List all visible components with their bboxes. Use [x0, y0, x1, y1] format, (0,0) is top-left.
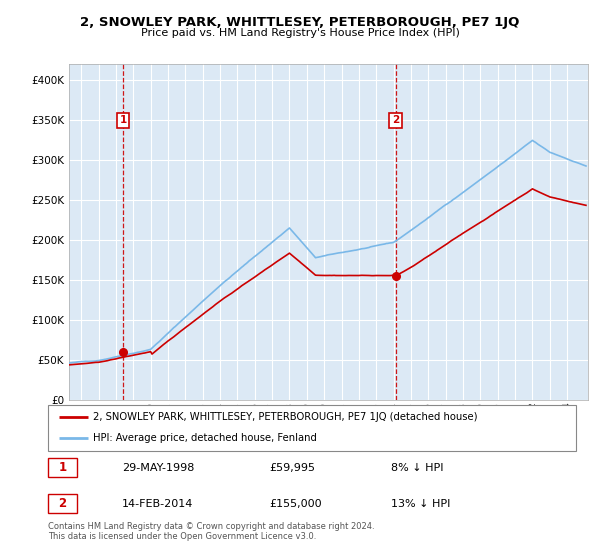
Text: HPI: Average price, detached house, Fenland: HPI: Average price, detached house, Fenl… — [93, 433, 317, 444]
Text: 1: 1 — [58, 461, 67, 474]
FancyBboxPatch shape — [48, 405, 576, 451]
FancyBboxPatch shape — [48, 494, 77, 514]
Text: 2, SNOWLEY PARK, WHITTLESEY, PETERBOROUGH, PE7 1JQ (detached house): 2, SNOWLEY PARK, WHITTLESEY, PETERBOROUG… — [93, 412, 478, 422]
Text: 2: 2 — [58, 497, 67, 510]
Text: 2, SNOWLEY PARK, WHITTLESEY, PETERBOROUGH, PE7 1JQ: 2, SNOWLEY PARK, WHITTLESEY, PETERBOROUG… — [80, 16, 520, 29]
FancyBboxPatch shape — [48, 458, 77, 477]
Text: 8% ↓ HPI: 8% ↓ HPI — [391, 463, 444, 473]
Text: Price paid vs. HM Land Registry's House Price Index (HPI): Price paid vs. HM Land Registry's House … — [140, 28, 460, 38]
Text: 14-FEB-2014: 14-FEB-2014 — [122, 499, 193, 509]
Text: 13% ↓ HPI: 13% ↓ HPI — [391, 499, 451, 509]
Text: Contains HM Land Registry data © Crown copyright and database right 2024.
This d: Contains HM Land Registry data © Crown c… — [48, 522, 374, 542]
Text: £59,995: £59,995 — [270, 463, 316, 473]
Text: 2: 2 — [392, 115, 399, 125]
Text: 29-MAY-1998: 29-MAY-1998 — [122, 463, 194, 473]
Text: £155,000: £155,000 — [270, 499, 322, 509]
Text: 1: 1 — [119, 115, 127, 125]
